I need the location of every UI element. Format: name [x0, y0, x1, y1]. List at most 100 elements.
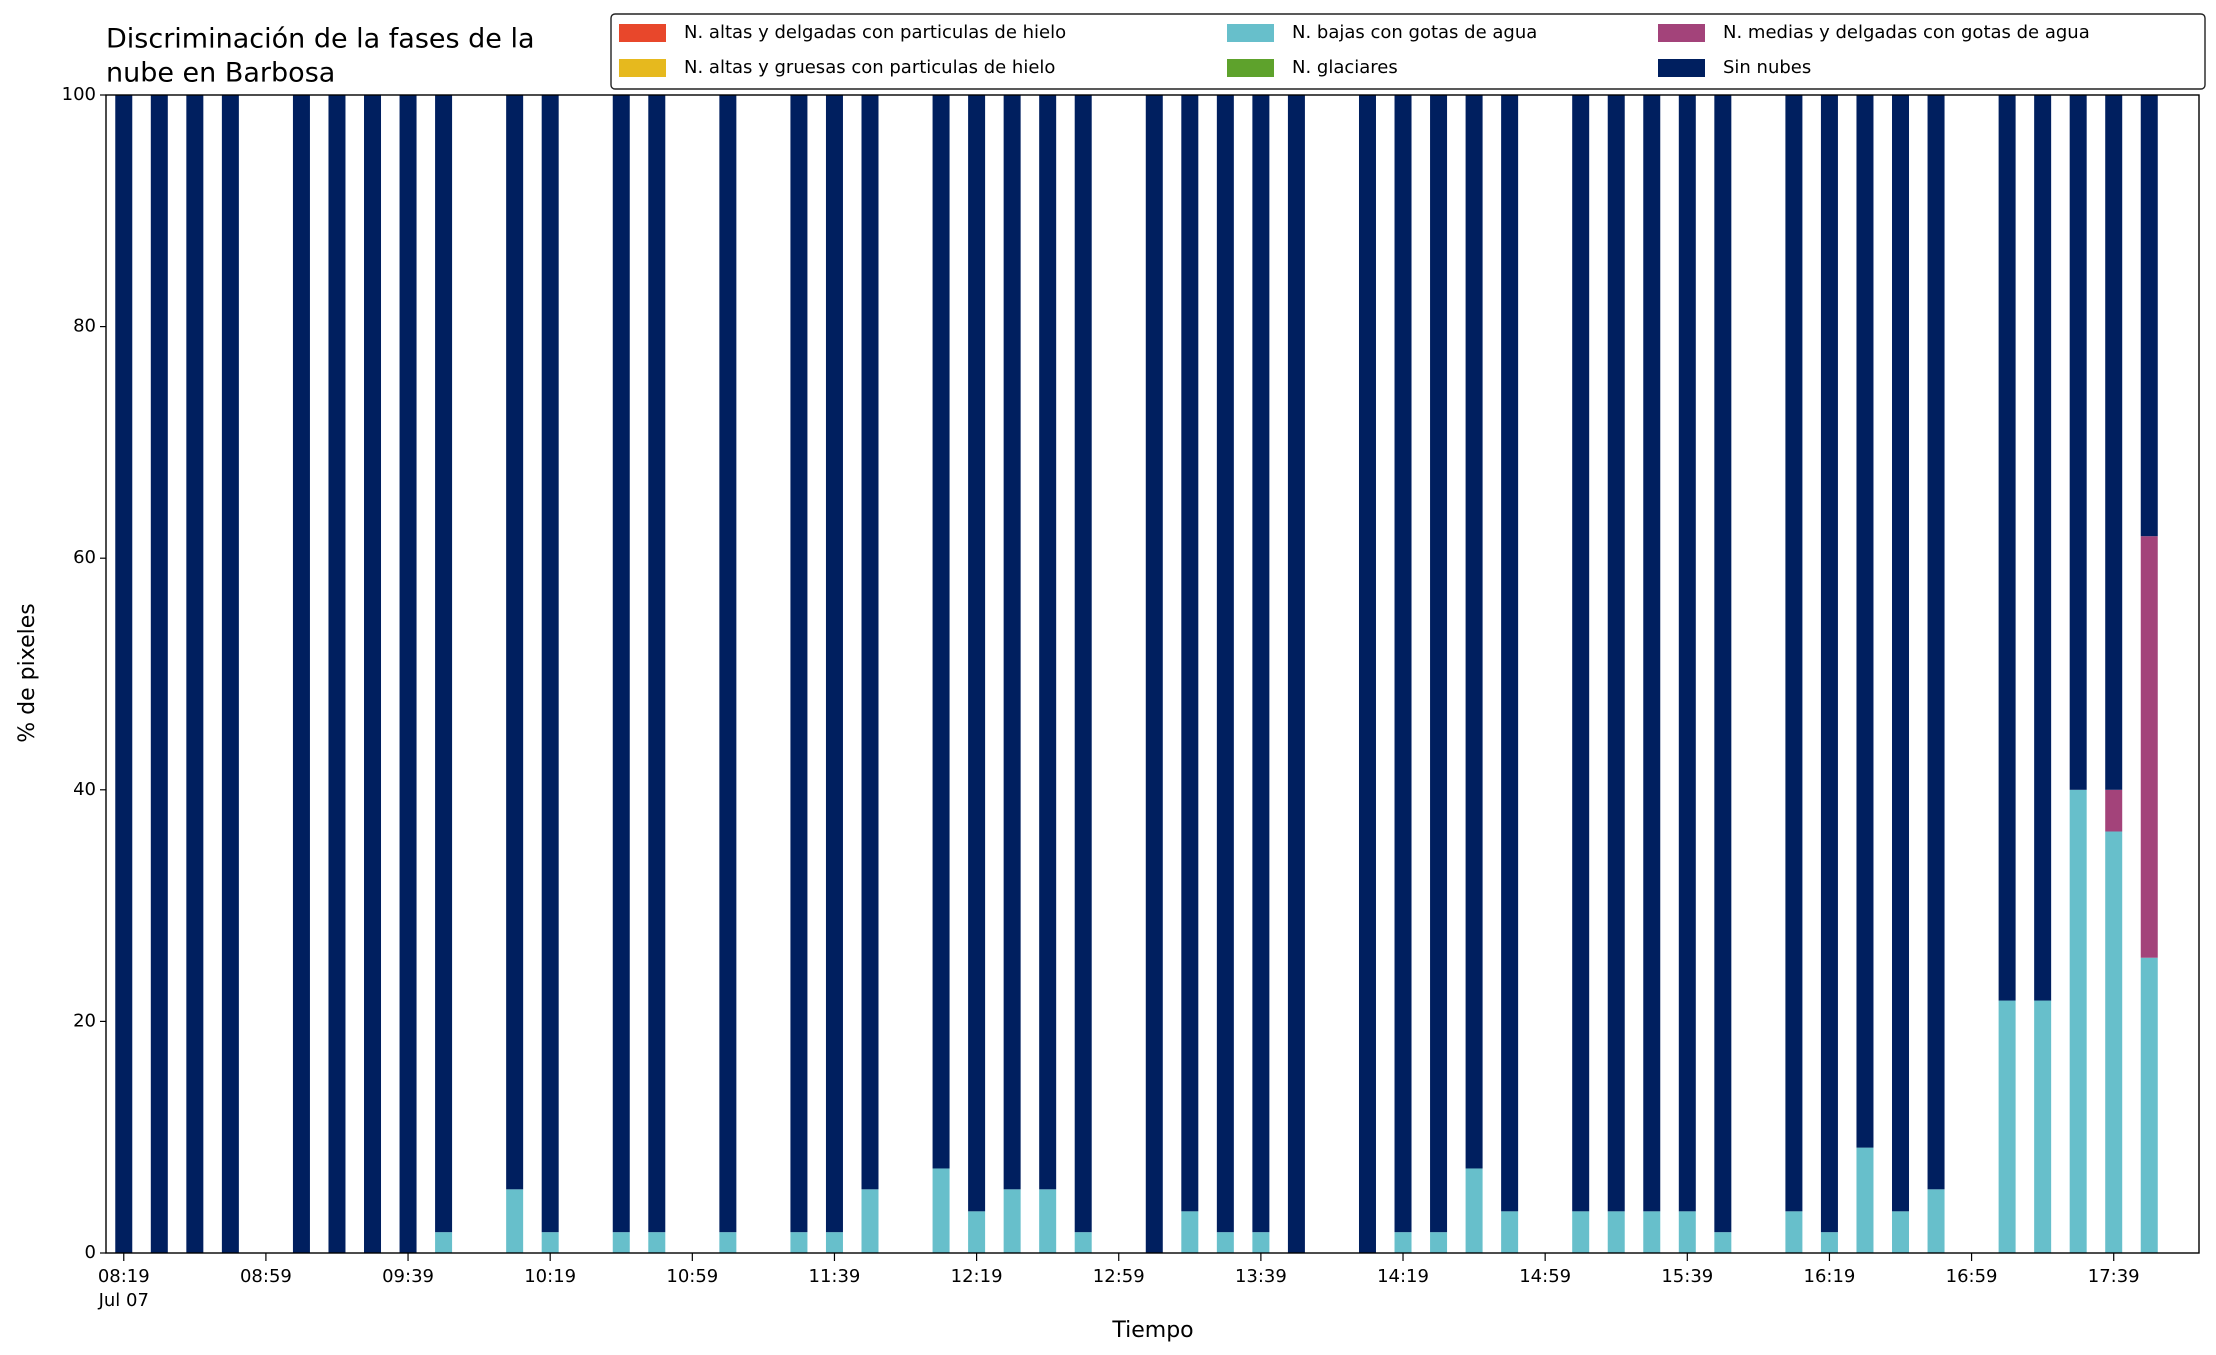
y-tick-label: 40: [73, 779, 96, 800]
bar-segment: [861, 95, 879, 1190]
legend-label: N. altas y delgadas con particulas de hi…: [684, 22, 1066, 43]
bar-segment: [1643, 1211, 1661, 1253]
bar-segment: [1714, 95, 1732, 1233]
bar-segment: [932, 95, 950, 1169]
bar-segment: [292, 95, 310, 1253]
bar-segment: [1820, 95, 1838, 1233]
chart-title: Discriminación de la fases de la: [106, 24, 535, 55]
bar-segment: [1678, 95, 1696, 1212]
x-tick-label: 14:19: [1377, 1266, 1429, 1287]
bar-segment: [1998, 95, 2016, 1001]
bar-segment: [1892, 95, 1910, 1212]
bar-segment: [328, 95, 346, 1253]
bar-segment: [1145, 95, 1163, 1253]
bar-segment: [1572, 1211, 1590, 1253]
bar-segment: [648, 1232, 666, 1253]
legend-swatch: [1227, 59, 1274, 77]
legend-label: N. bajas con gotas de agua: [1292, 22, 1537, 43]
bar-segment: [968, 1211, 986, 1253]
plot-frame: [105, 94, 2200, 1254]
legend-frame: [610, 13, 2206, 90]
bar-segment: [932, 1168, 950, 1253]
bar-segment: [1856, 95, 1874, 1148]
bar-segment: [1039, 1189, 1057, 1253]
bar-segment: [2034, 1000, 2052, 1253]
y-tick-label: 60: [73, 547, 96, 568]
bar-segment: [719, 95, 737, 1233]
bar-segment: [1287, 95, 1305, 1253]
bar-segment: [1039, 95, 1057, 1190]
x-date-label: Jul 07: [98, 1290, 149, 1311]
x-tick-label: 11:39: [809, 1266, 861, 1287]
bar-segment: [825, 1232, 843, 1253]
x-tick-label: 16:19: [1804, 1266, 1856, 1287]
y-tick-label: 80: [73, 316, 96, 337]
bar-segment: [1607, 95, 1625, 1212]
x-tick-label: 08:59: [240, 1266, 292, 1287]
bar-segment: [1394, 95, 1412, 1233]
bar-segment: [2069, 95, 2087, 790]
bar-segment: [1820, 1232, 1838, 1253]
bar-segment: [1074, 95, 1092, 1233]
bar-segment: [1785, 1211, 1803, 1253]
bar-segment: [2105, 95, 2123, 790]
bar-segment: [719, 1232, 737, 1253]
bar-segment: [2140, 957, 2158, 1253]
bar-segment: [186, 95, 204, 1253]
bar-segment: [2034, 95, 2052, 1001]
legend-label: Sin nubes: [1723, 57, 1811, 78]
bar-segment: [221, 95, 239, 1253]
bar-segment: [1892, 1211, 1910, 1253]
bar-segment: [1430, 95, 1448, 1233]
chart-title: nube en Barbosa: [106, 58, 335, 89]
bar-segment: [2105, 789, 2123, 832]
bar-segment: [1927, 1189, 1945, 1253]
x-tick-label: 12:19: [951, 1266, 1003, 1287]
bar-segment: [399, 95, 417, 1253]
bar-segment: [150, 95, 168, 1253]
legend-swatch: [619, 24, 666, 42]
bar-segment: [648, 95, 666, 1233]
legend-label: N. medias y delgadas con gotas de agua: [1723, 22, 2090, 43]
legend-label: N. glaciares: [1292, 57, 1398, 78]
bar-segment: [1714, 1232, 1732, 1253]
x-tick-label: 17:39: [2088, 1266, 2140, 1287]
bar-segment: [1074, 1232, 1092, 1253]
x-tick-label: 12:59: [1093, 1266, 1145, 1287]
bar-segment: [1003, 1189, 1021, 1253]
y-axis-label: % de pixeles: [15, 603, 40, 742]
bar-segment: [1856, 1147, 1874, 1253]
legend-swatch: [1658, 24, 1705, 42]
bar-segment: [541, 95, 559, 1233]
bar-segment: [435, 95, 453, 1233]
bar-segment: [1181, 95, 1199, 1212]
bar-segment: [825, 95, 843, 1233]
bar-segment: [1003, 95, 1021, 1190]
legend-swatch: [1227, 24, 1274, 42]
bar-segment: [968, 95, 986, 1212]
bar-segment: [435, 1232, 453, 1253]
bar-segment: [506, 1189, 524, 1253]
y-tick-label: 100: [62, 84, 96, 105]
bar-segment: [1465, 95, 1483, 1169]
bar-segment: [1252, 1232, 1270, 1253]
bar-segment: [506, 95, 524, 1190]
bar-segment: [364, 95, 382, 1253]
bar-segment: [2105, 831, 2123, 1253]
bar-segment: [1181, 1211, 1199, 1253]
bar-segment: [1678, 1211, 1696, 1253]
x-tick-label: 16:59: [1946, 1266, 1998, 1287]
bar-segment: [1252, 95, 1270, 1233]
bar-segment: [1643, 95, 1661, 1212]
bar-segment: [1998, 1000, 2016, 1253]
bar-segment: [790, 95, 808, 1233]
bar-segment: [1430, 1232, 1448, 1253]
y-tick-label: 0: [85, 1242, 96, 1263]
bar-segment: [2140, 536, 2158, 958]
bar-segment: [1465, 1168, 1483, 1253]
x-tick-label: 10:19: [524, 1266, 576, 1287]
x-tick-label: 13:39: [1235, 1266, 1287, 1287]
x-axis-label: Tiempo: [1111, 1318, 1193, 1343]
bar-segment: [1572, 95, 1590, 1212]
